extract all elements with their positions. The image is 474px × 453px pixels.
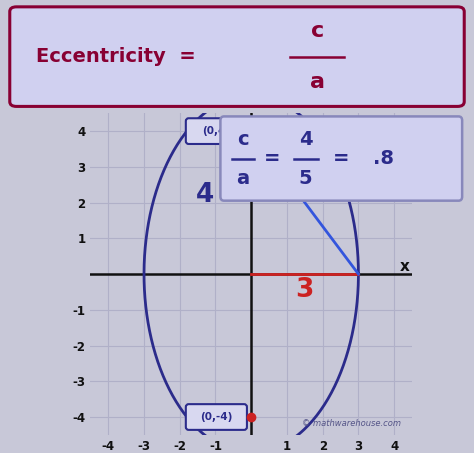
Text: a: a: [310, 72, 325, 92]
Text: 5: 5: [299, 169, 312, 188]
Text: =: =: [264, 149, 281, 168]
FancyBboxPatch shape: [186, 118, 247, 144]
Text: c: c: [310, 21, 324, 41]
Text: =: =: [333, 149, 349, 168]
Text: 5: 5: [297, 170, 316, 196]
Text: (0,4): (0,4): [202, 126, 230, 136]
Text: 3: 3: [296, 277, 314, 303]
Text: c: c: [237, 130, 249, 149]
Text: 4: 4: [299, 130, 312, 149]
FancyBboxPatch shape: [186, 404, 247, 430]
Text: 4: 4: [196, 183, 214, 208]
Text: Eccentricity  =: Eccentricity =: [36, 47, 196, 66]
Text: x: x: [400, 259, 410, 274]
FancyBboxPatch shape: [220, 116, 462, 201]
Text: © mathwarehouse.com: © mathwarehouse.com: [302, 419, 401, 428]
Text: .8: .8: [374, 149, 394, 168]
Text: a: a: [237, 169, 249, 188]
FancyBboxPatch shape: [10, 7, 464, 106]
Text: (0,-4): (0,-4): [200, 412, 232, 422]
